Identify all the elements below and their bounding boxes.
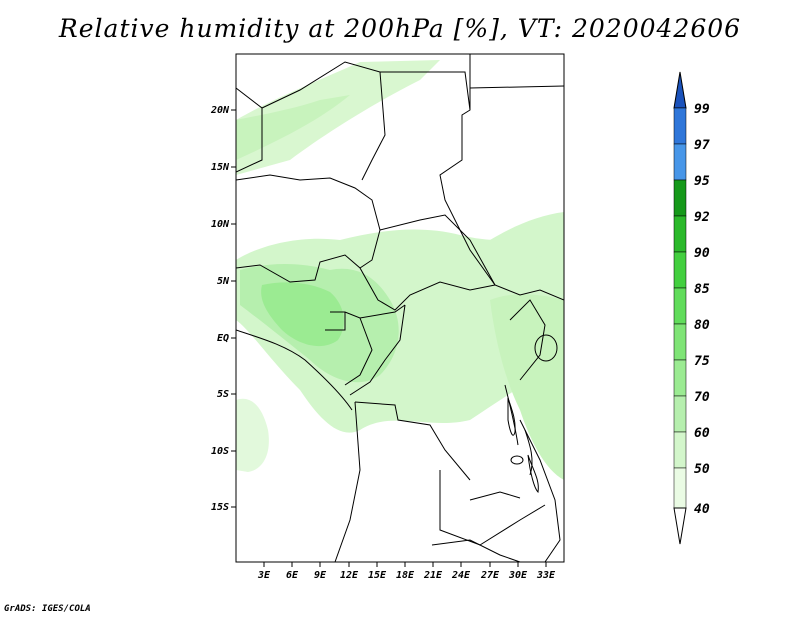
lakes bbox=[507, 334, 558, 494]
colorbar-label: 99 bbox=[694, 102, 710, 117]
colorbar-label: 90 bbox=[694, 246, 710, 261]
humidity-region-sudan bbox=[490, 212, 564, 260]
lon-label: 27E bbox=[480, 570, 500, 581]
lon-label: 18E bbox=[396, 570, 415, 581]
colorbar-label: 40 bbox=[694, 502, 710, 517]
longitude-axis: 3E 6E 9E 12E 15E 18E 21E 24E 27E 30E 33E bbox=[257, 562, 556, 581]
humidity-region-sahel bbox=[236, 60, 440, 175]
humidity-region-west bbox=[236, 95, 350, 160]
colorbar: 99 97 95 92 90 85 80 75 70 60 50 40 bbox=[673, 71, 710, 545]
colorbar-label: 70 bbox=[694, 390, 710, 405]
colorbar-segment bbox=[673, 431, 687, 469]
lat-label: 5S bbox=[217, 389, 229, 400]
lon-label: 24E bbox=[451, 570, 471, 581]
colorbar-label: 80 bbox=[694, 318, 710, 333]
colorbar-label: 75 bbox=[694, 354, 710, 369]
lon-label: 6E bbox=[286, 570, 299, 581]
colorbar-label: 60 bbox=[694, 426, 710, 441]
humidity-region-congo-core bbox=[261, 282, 344, 347]
humidity-region-southwest bbox=[236, 398, 269, 472]
lat-label: 5N bbox=[217, 276, 230, 287]
colorbar-segment bbox=[673, 179, 687, 217]
lat-label: 15N bbox=[211, 162, 230, 173]
colorbar-label: 92 bbox=[694, 210, 710, 225]
colorbar-under-arrow bbox=[673, 507, 687, 545]
lat-label: EQ bbox=[217, 333, 229, 344]
lon-label: 3E bbox=[257, 570, 271, 581]
humidity-shading bbox=[236, 60, 564, 480]
colorbar-label: 95 bbox=[694, 174, 710, 189]
country-borders bbox=[236, 54, 564, 562]
colorbar-segment bbox=[673, 107, 687, 145]
humidity-region-east bbox=[490, 294, 564, 480]
lon-label: 15E bbox=[368, 570, 387, 581]
colorbar-segment bbox=[673, 359, 687, 397]
grads-credit: GrADS: IGES/COLA bbox=[4, 604, 91, 614]
lon-label: 9E bbox=[314, 570, 327, 581]
colorbar-segment bbox=[673, 215, 687, 253]
lat-label: 15S bbox=[211, 502, 229, 513]
colorbar-segment bbox=[673, 251, 687, 289]
lon-label: 30E bbox=[508, 570, 528, 581]
colorbar-label: 85 bbox=[694, 282, 710, 297]
lat-label: 10S bbox=[211, 446, 229, 457]
colorbar-segment bbox=[673, 395, 687, 433]
colorbar-label: 97 bbox=[694, 138, 710, 153]
lon-label: 12E bbox=[340, 570, 359, 581]
latitude-axis: 20N 15N 10N 5N EQ 5S 10S 15S bbox=[210, 105, 236, 513]
colorbar-over-arrow bbox=[673, 71, 687, 109]
map-frame bbox=[235, 53, 565, 563]
lat-label: 10N bbox=[211, 219, 230, 230]
lat-label: 20N bbox=[210, 105, 230, 116]
colorbar-segment bbox=[673, 467, 687, 509]
colorbar-segment bbox=[673, 287, 687, 325]
chart-title: Relative humidity at 200hPa [%], VT: 202… bbox=[58, 14, 742, 43]
lon-label: 21E bbox=[423, 570, 443, 581]
colorbar-label: 50 bbox=[694, 462, 710, 477]
lon-label: 33E bbox=[536, 570, 556, 581]
colorbar-segment bbox=[673, 143, 687, 181]
colorbar-segment bbox=[673, 323, 687, 361]
